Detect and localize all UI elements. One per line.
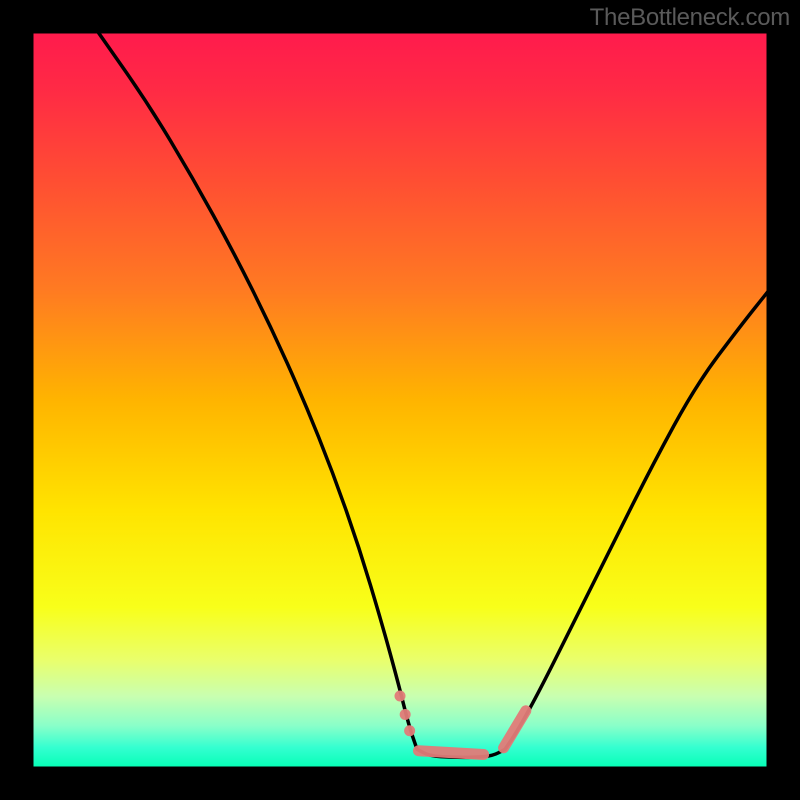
chart-container: TheBottleneck.com: [0, 0, 800, 800]
watermark-text: TheBottleneck.com: [590, 4, 790, 32]
bottleneck-chart: [0, 0, 800, 800]
